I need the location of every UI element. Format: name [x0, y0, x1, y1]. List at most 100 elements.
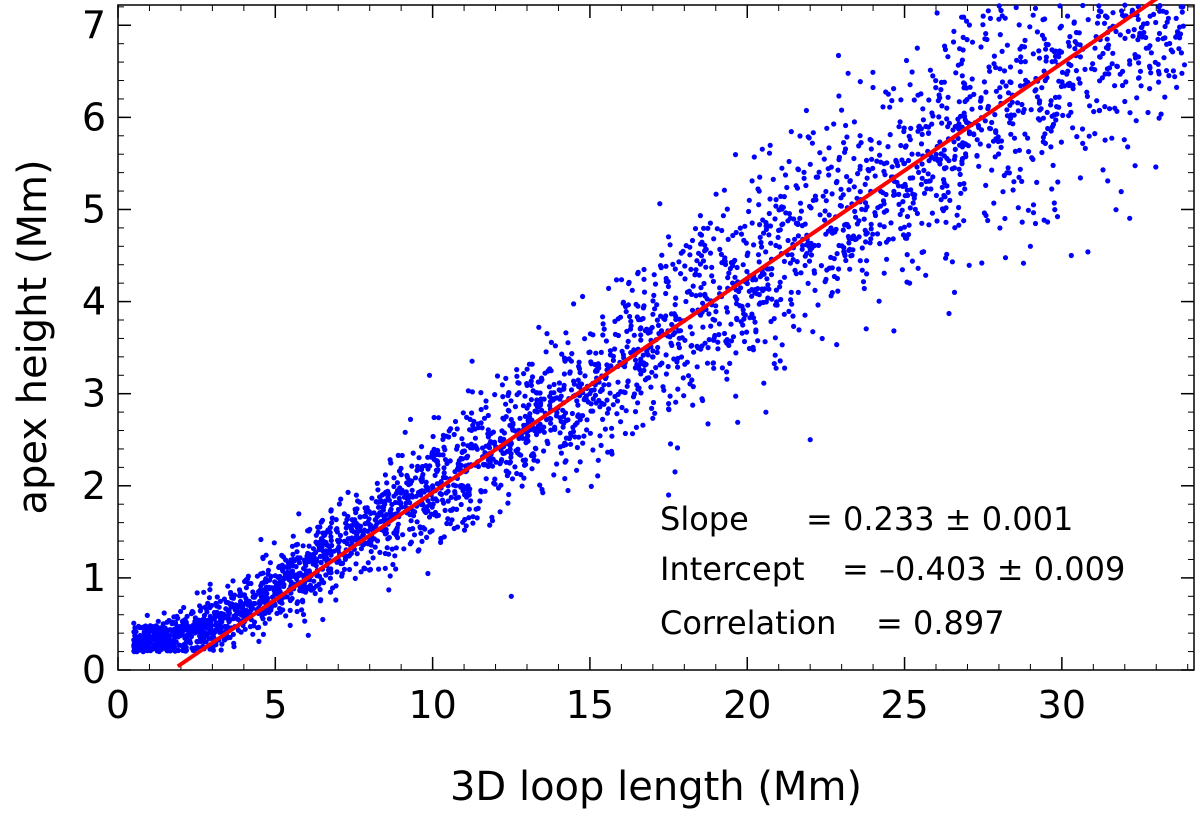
- scatter-point: [898, 142, 904, 149]
- scatter-point: [252, 592, 259, 599]
- scatter-point: [781, 258, 788, 264]
- scatter-point: [1092, 45, 1098, 51]
- scatter-point: [1153, 19, 1159, 26]
- scatter-point: [666, 492, 672, 498]
- y-tick-label: 7: [82, 3, 106, 47]
- scatter-point: [491, 480, 497, 486]
- scatter-point: [328, 570, 334, 576]
- scatter-point: [683, 298, 689, 305]
- scatter-point: [325, 542, 331, 549]
- scatter-point: [738, 231, 745, 237]
- scatter-point: [847, 178, 853, 184]
- scatter-point: [887, 132, 893, 138]
- scatter-point: [1015, 108, 1021, 114]
- scatter-point: [793, 183, 799, 189]
- scatter-point: [978, 95, 984, 101]
- scatter-point: [272, 579, 278, 585]
- scatter-point: [612, 393, 618, 400]
- scatter-point: [597, 388, 604, 394]
- scatter-point: [521, 475, 527, 481]
- scatter-point: [902, 144, 909, 150]
- scatter-point: [625, 378, 631, 384]
- scatter-point: [574, 420, 580, 426]
- scatter-point: [655, 344, 661, 351]
- scatter-point: [1036, 48, 1042, 54]
- scatter-point: [706, 311, 712, 317]
- scatter-point: [180, 618, 186, 624]
- scatter-point: [517, 415, 523, 421]
- scatter-point: [1178, 50, 1184, 56]
- scatter-point: [434, 481, 440, 487]
- scatter-point: [338, 496, 344, 502]
- scatter-point: [918, 141, 925, 147]
- scatter-point: [494, 373, 501, 379]
- scatter-point: [757, 300, 763, 306]
- scatter-point: [266, 609, 272, 616]
- scatter-point: [1004, 107, 1010, 113]
- scatter-point: [506, 470, 512, 476]
- scatter-point: [787, 260, 794, 266]
- scatter-point: [490, 429, 496, 435]
- scatter-point: [131, 620, 137, 626]
- scatter-point: [256, 589, 262, 595]
- scatter-point: [153, 623, 159, 629]
- scatter-point: [354, 551, 360, 557]
- scatter-point: [443, 475, 449, 481]
- scatter-point: [666, 401, 672, 407]
- scatter-point: [678, 271, 684, 277]
- scatter-point: [1135, 75, 1142, 81]
- scatter-point: [1040, 134, 1046, 140]
- scatter-point: [806, 258, 813, 264]
- scatter-point: [377, 549, 383, 556]
- scatter-point: [1068, 252, 1074, 259]
- scatter-point: [580, 293, 586, 300]
- scatter-point: [1122, 2, 1128, 8]
- scatter-point: [1177, 24, 1183, 30]
- scatter-point: [986, 64, 992, 70]
- scatter-point: [945, 189, 951, 195]
- scatter-point: [826, 212, 832, 218]
- scatter-point: [1065, 13, 1071, 19]
- scatter-point: [1090, 61, 1096, 67]
- scatter-point: [856, 234, 862, 240]
- scatter-point: [565, 487, 571, 494]
- scatter-point: [846, 240, 852, 246]
- scatter-point: [733, 393, 739, 399]
- scatter-point: [598, 442, 604, 448]
- scatter-point: [1055, 179, 1061, 185]
- scatter-point: [743, 240, 749, 246]
- scatter-point: [933, 192, 940, 199]
- scatter-point: [864, 204, 870, 210]
- scatter-point: [1016, 147, 1023, 153]
- scatter-point: [607, 390, 613, 396]
- scatter-point: [313, 550, 319, 556]
- scatter-point: [956, 204, 962, 211]
- scatter-point: [926, 178, 932, 184]
- scatter-point: [562, 358, 568, 364]
- scatter-point: [834, 251, 840, 257]
- scatter-point: [733, 350, 739, 356]
- scatter-point: [923, 272, 929, 278]
- scatter-point: [1072, 46, 1078, 52]
- scatter-point: [1048, 102, 1054, 108]
- scatter-point: [699, 239, 705, 245]
- scatter-point: [824, 267, 830, 273]
- scatter-point: [472, 435, 478, 441]
- scatter-point: [534, 409, 540, 415]
- scatter-point: [606, 285, 612, 291]
- scatter-point: [615, 316, 621, 322]
- scatter-point: [1080, 140, 1086, 146]
- scatter-point: [889, 98, 895, 104]
- scatter-point: [766, 232, 772, 238]
- scatter-point: [336, 544, 342, 550]
- scatter-point: [310, 546, 317, 552]
- scatter-point: [1067, 34, 1073, 40]
- scatter-point: [945, 124, 951, 130]
- fit-statistics: Slope = 0.233 ± 0.001 Intercept = –0.403…: [660, 500, 1125, 642]
- scatter-point: [485, 427, 491, 433]
- scatter-point: [817, 150, 823, 156]
- scatter-point: [591, 387, 597, 393]
- scatter-point: [703, 246, 709, 252]
- scatter-point: [221, 596, 227, 602]
- scatter-point: [848, 253, 854, 259]
